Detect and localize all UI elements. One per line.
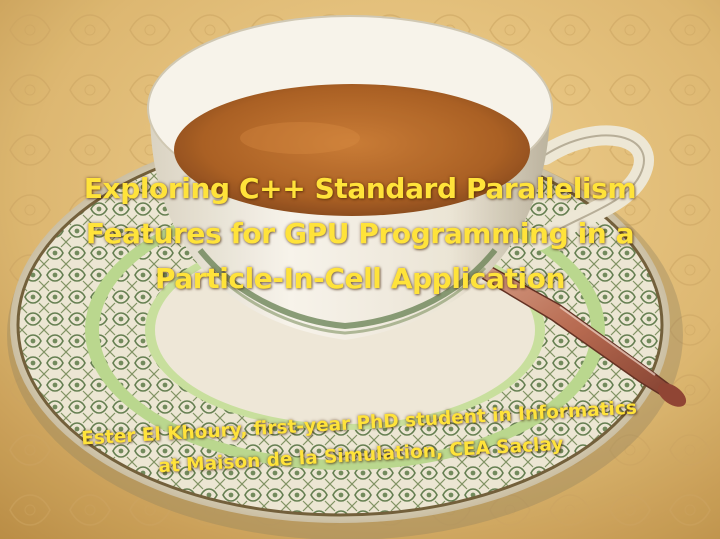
slide-title-line: Particle-In-Cell Application bbox=[154, 262, 566, 295]
teacup-icon bbox=[147, 15, 654, 340]
slide-title-line: Exploring C++ Standard Parallelism bbox=[83, 172, 637, 205]
slide-title: Exploring C++ Standard Parallelism Featu… bbox=[40, 166, 680, 301]
slide-title-line: Features for GPU Programming in a bbox=[85, 217, 635, 250]
spoon-icon bbox=[464, 253, 687, 407]
